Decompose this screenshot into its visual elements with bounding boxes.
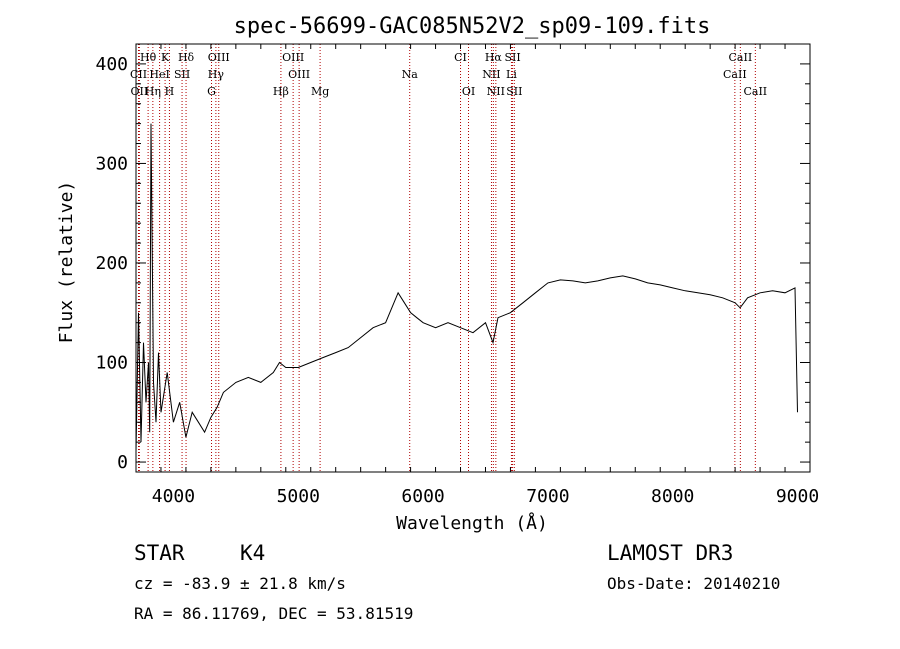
line-label-19: Hη xyxy=(145,85,161,98)
y-tick-label-300: 300 xyxy=(95,153,128,174)
line-label-13: OIII xyxy=(288,68,310,81)
line-label-4: OIII xyxy=(282,51,304,64)
line-label-14: Na xyxy=(402,68,419,81)
x-tick-label-7000: 7000 xyxy=(526,486,569,507)
line-label-27: CaII xyxy=(743,85,767,98)
line-label-3: OIII xyxy=(208,51,230,64)
line-label-17: CaII xyxy=(723,68,747,81)
x-tick-label-5000: 5000 xyxy=(277,486,320,507)
redshift-cz: cz = -83.9 ± 21.8 km/s xyxy=(134,574,346,593)
line-label-21: G xyxy=(207,85,216,98)
line-label-9: CII xyxy=(130,68,147,81)
chart-title: spec-56699-GAC085N52V2_sp09-109.fits xyxy=(234,14,711,39)
line-label-23: Mg xyxy=(311,85,329,98)
spectrum-series-line xyxy=(135,123,798,453)
line-label-6: Hα xyxy=(485,51,503,64)
y-axis-label: Flux (relative) xyxy=(56,181,77,344)
line-label-11: SII xyxy=(174,68,190,81)
survey-name: LAMOST DR3 xyxy=(607,541,733,565)
line-label-24: OI xyxy=(462,85,475,98)
line-label-15: NII xyxy=(482,68,500,81)
y-tick-label-200: 200 xyxy=(95,253,128,274)
plot-frame xyxy=(135,43,811,473)
line-label-12: Hγ xyxy=(208,68,225,81)
object-subclass: K4 xyxy=(240,541,265,565)
line-label-10: HeI xyxy=(149,68,169,81)
x-tick-label-9000: 9000 xyxy=(776,486,819,507)
line-label-5: CI xyxy=(454,51,467,64)
y-tick-label-0: 0 xyxy=(117,452,128,473)
line-label-8: CaII xyxy=(729,51,753,64)
line-label-22: Hβ xyxy=(273,85,289,98)
x-tick-label-4000: 4000 xyxy=(152,486,195,507)
y-tick-label-100: 100 xyxy=(95,353,128,374)
line-label-1: K xyxy=(161,51,170,64)
line-label-7: SII xyxy=(504,51,520,64)
coordinates: RA = 86.11769, DEC = 53.81519 xyxy=(134,604,413,623)
object-type: STAR xyxy=(134,541,185,565)
line-label-2: Hδ xyxy=(178,51,195,64)
observation-date: Obs-Date: 20140210 xyxy=(607,574,780,593)
line-label-26: SII xyxy=(506,85,522,98)
line-label-18: OII xyxy=(131,85,149,98)
line-label-0: Hθ xyxy=(140,51,157,64)
spectral-line-markers xyxy=(137,44,756,472)
y-tick-label-400: 400 xyxy=(95,54,128,75)
x-tick-label-8000: 8000 xyxy=(651,486,694,507)
x-axis-ticks: 4000 5000 6000 7000 8000 9000 xyxy=(135,44,819,507)
y-axis-ticks: 0 100 200 300 400 xyxy=(95,54,810,473)
line-label-20: H xyxy=(165,85,175,98)
line-label-16: Li xyxy=(506,68,517,81)
x-tick-label-6000: 6000 xyxy=(401,486,444,507)
x-axis-label: Wavelength (Å) xyxy=(396,512,548,534)
line-label-25: NII xyxy=(487,85,505,98)
